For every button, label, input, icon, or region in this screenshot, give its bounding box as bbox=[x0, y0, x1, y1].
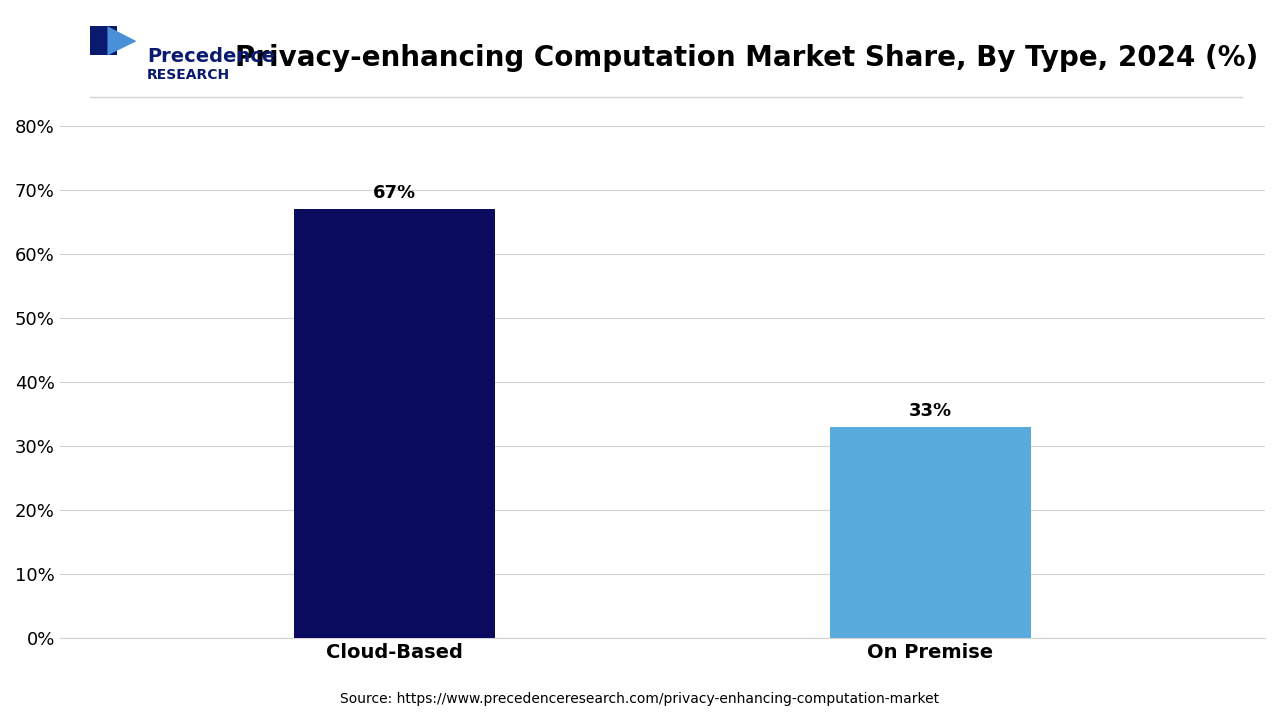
Text: Precedence: Precedence bbox=[147, 47, 275, 66]
Polygon shape bbox=[90, 26, 116, 85]
Text: 67%: 67% bbox=[372, 184, 416, 202]
Bar bbox=[829, 426, 1030, 638]
Title: Privacy-enhancing Computation Market Share, By Type, 2024 (%): Privacy-enhancing Computation Market Sha… bbox=[236, 44, 1258, 72]
Text: Source: https://www.precedenceresearch.com/privacy-enhancing-computation-market: Source: https://www.precedenceresearch.c… bbox=[340, 692, 940, 706]
Text: RESEARCH: RESEARCH bbox=[147, 68, 230, 82]
Polygon shape bbox=[108, 26, 137, 55]
Text: 33%: 33% bbox=[909, 402, 952, 420]
Bar bbox=[294, 209, 495, 638]
